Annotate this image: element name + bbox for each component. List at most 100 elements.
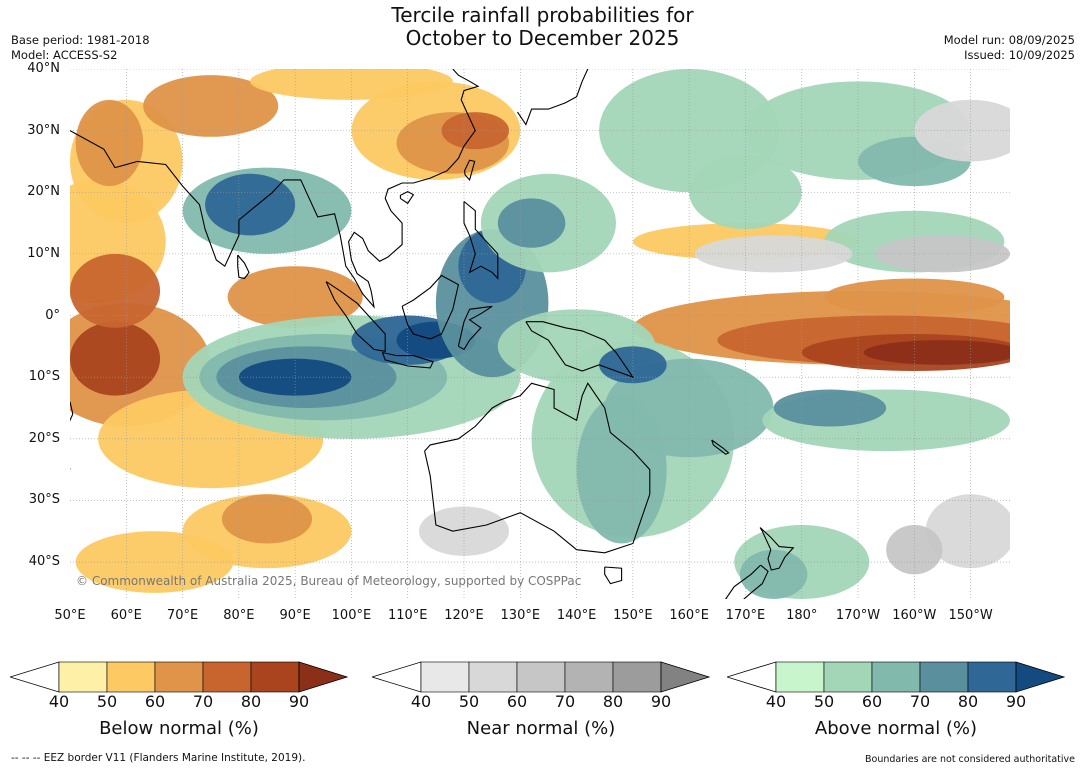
below-probability-patch: [143, 75, 279, 137]
colorbar-swatch: [516, 661, 566, 693]
below-normal-colorbar: [10, 661, 348, 693]
longitude-label: 60°E: [110, 608, 142, 623]
latitude-label: 10°N: [27, 245, 60, 261]
title-line-2: October to December 2025: [405, 26, 680, 50]
above-normal-colorbar: [727, 661, 1065, 693]
above-probability-patch: [773, 389, 887, 427]
near-normal-colorbar: [372, 661, 710, 693]
colorbar-swatch: [871, 661, 921, 693]
longitude-label: 80°E: [223, 608, 255, 623]
longitude-label: 70°E: [166, 608, 199, 623]
model-run: Model run: 08/09/2025: [943, 33, 1075, 47]
above-probability-patch: [739, 549, 808, 599]
issued-date: Issued: 10/09/2025: [964, 48, 1075, 62]
coastline-path: [70, 401, 74, 470]
coastline-path: [424, 382, 651, 554]
copyright-text: © Commonwealth of Australia 2025, Bureau…: [76, 574, 581, 588]
colorbar-tick-label: 40: [410, 692, 432, 711]
colorbar-tick-label: 80: [240, 692, 262, 711]
coastline-path: [70, 69, 480, 309]
longitude-label: 170°E: [725, 608, 766, 623]
longitude-label: 90°E: [279, 608, 311, 623]
longitude-label: 110°E: [387, 608, 428, 623]
longitude-label: 100°E: [331, 608, 372, 623]
colorbar-upper-extension: [298, 661, 348, 693]
coastline-path: [457, 305, 493, 351]
longitude-label: 160°W: [892, 608, 937, 623]
latitude-label: 10°S: [28, 369, 60, 385]
colorbar-swatch: [823, 661, 873, 693]
colorbar-swatch: [919, 661, 969, 693]
coastline-path: [604, 566, 623, 585]
colorbar-lower-extension: [10, 661, 60, 693]
colorbar-swatch: [420, 661, 470, 693]
latitude-label: 40°N: [27, 61, 60, 76]
colorbar-swatch: [250, 661, 300, 693]
coastline-path: [711, 439, 730, 455]
boundary-disclaimer: Boundaries are not considered authoritat…: [865, 754, 1075, 765]
coastline-path: [725, 564, 769, 599]
longitude-label: 170°W: [835, 608, 881, 623]
colorbar-tick-label: 60: [861, 692, 883, 711]
longitude-label: 160°E: [669, 608, 709, 623]
eez-legend: -- -- -- EEZ border V11 (Flanders Marine…: [11, 752, 306, 764]
colorbar-tick-label: 40: [48, 692, 70, 711]
latitude-label: 30°S: [28, 492, 60, 508]
meta-right: Model run: 08/09/2025 Issued: 10/09/2025: [944, 33, 1075, 63]
colorbar-tick-label: 90: [288, 692, 310, 711]
colorbar-swatch: [612, 661, 662, 693]
colorbar-tick-label: 50: [96, 692, 118, 711]
coastline-path: [237, 254, 250, 280]
above-normal-title: Above normal (%): [814, 718, 978, 739]
longitude-label: 150°E: [613, 608, 653, 623]
colorbar-tick-label: 90: [1005, 692, 1027, 711]
coastline-path: [517, 69, 589, 126]
colorbar-tick-label: 50: [813, 692, 835, 711]
colorbar-lower-extension: [372, 661, 422, 693]
colorbar-tick-label: 80: [957, 692, 979, 711]
below-probability-patch: [75, 99, 144, 187]
latitude-label: 20°S: [28, 430, 60, 446]
colorbar-upper-extension: [1015, 661, 1065, 693]
colorbar-tick-label: 90: [650, 692, 672, 711]
colorbar-tick-label: 60: [144, 692, 166, 711]
near-probability-patch: [694, 235, 853, 273]
coastline-path: [401, 274, 460, 340]
longitude-label: 180°: [786, 608, 818, 623]
above-probability-patch: [599, 346, 667, 384]
colorbar-swatch: [154, 661, 204, 693]
coastlines: [70, 69, 795, 599]
above-probability-patch: [205, 173, 296, 236]
colorbar-swatch: [202, 661, 252, 693]
near-probability-patch: [874, 235, 1010, 273]
longitude-label: 50°E: [54, 608, 86, 623]
below-normal-title: Below normal (%): [99, 718, 259, 739]
colorbar-upper-extension: [660, 661, 710, 693]
meta-left: Base period: 1981-2018 Model: ACCESS-S2: [11, 33, 150, 63]
below-probability-patch: [70, 253, 161, 328]
above-probability-patch: [604, 358, 774, 458]
near-probability-patch: [925, 494, 1010, 569]
colorbar-swatch: [967, 661, 1017, 693]
longitude-label: 140°E: [556, 608, 597, 623]
colorbar-tick-label: 40: [765, 692, 787, 711]
below-probability-patch: [863, 340, 1010, 365]
latitude-label: 40°S: [28, 554, 60, 570]
latitude-label: 20°N: [27, 184, 60, 200]
near-probability-patch: [914, 99, 1010, 162]
coastline-path: [399, 190, 415, 205]
longitude-label: 150°W: [948, 608, 993, 623]
colorbar-tick-label: 50: [458, 692, 480, 711]
latitude-label: 0°: [45, 307, 60, 323]
map-title: Tercile rainfall probabilities for Octob…: [0, 4, 1085, 50]
rainfall-map: © Commonwealth of Australia 2025, Bureau…: [70, 69, 1010, 599]
longitude-label: 130°E: [500, 608, 541, 623]
colorbar-tick-label: 60: [506, 692, 528, 711]
latitude-label: 30°N: [27, 122, 60, 138]
coastline-path: [381, 351, 434, 369]
below-probability-patch: [70, 321, 161, 396]
colorbar-swatch: [775, 661, 825, 693]
colorbar-swatch: [106, 661, 156, 693]
coastline-path: [464, 159, 476, 182]
colorbar-swatch: [564, 661, 614, 693]
